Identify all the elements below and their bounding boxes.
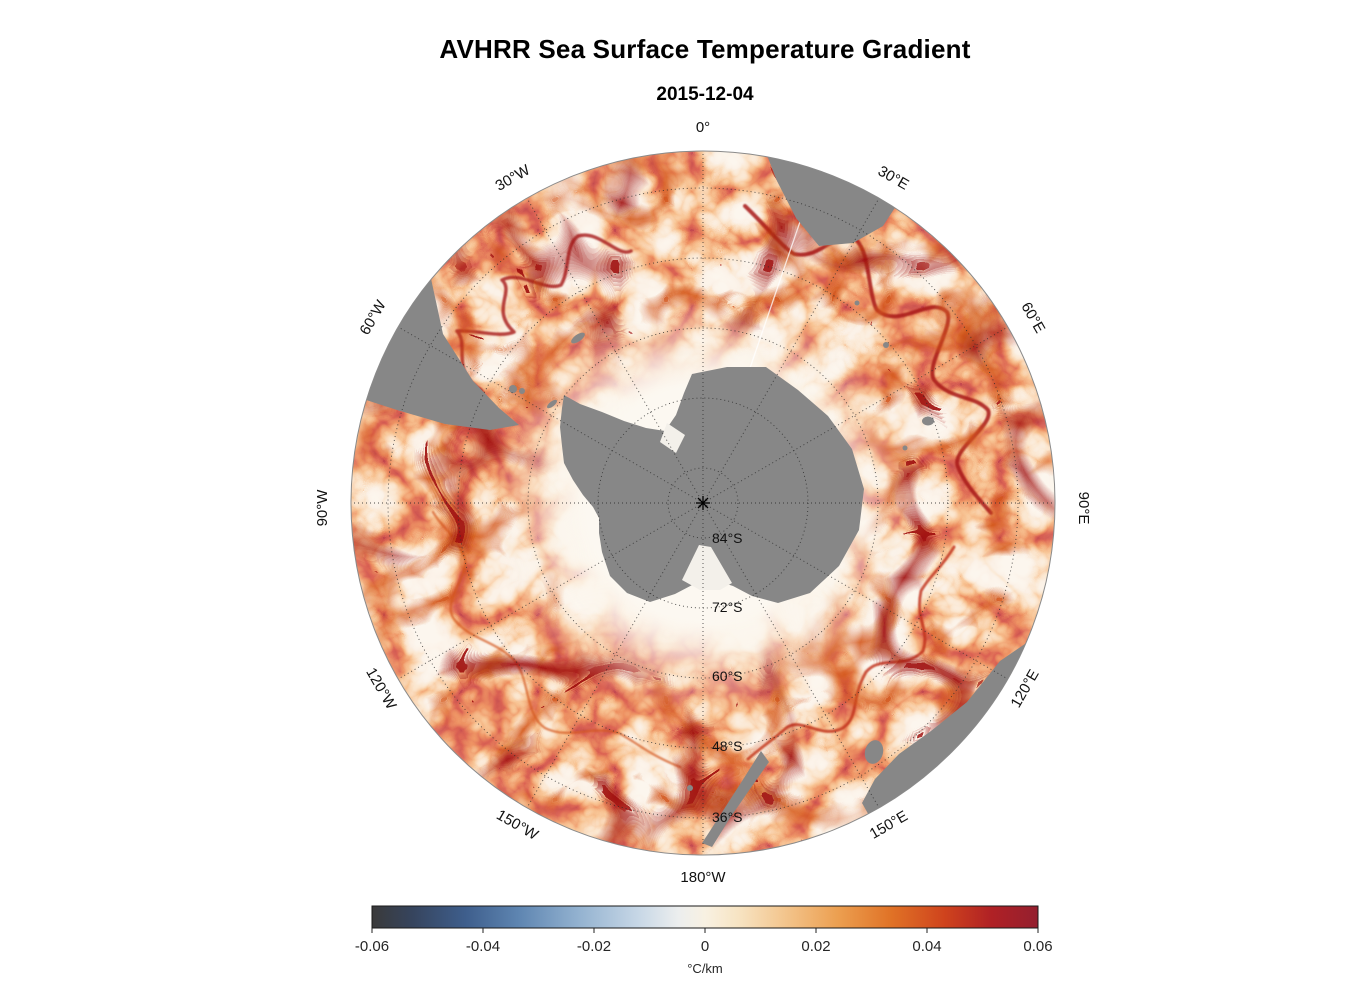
antarctica-landmass (560, 367, 864, 603)
new-zealand-landmass (702, 751, 769, 847)
meridian-label: 60°E (1017, 299, 1048, 336)
figure-title: AVHRR Sea Surface Temperature Gradient (439, 34, 971, 64)
figure-date: 2015-12-04 (656, 84, 754, 105)
polar-map: 84°S 72°S 60°S 48°S 36°S 0° 30°E 60°E 90… (314, 119, 1092, 886)
heard-island (902, 445, 908, 451)
pole-marker (696, 496, 710, 510)
meridian-label: 180°W (680, 869, 726, 886)
colorbar-tick-label: -0.06 (355, 938, 389, 955)
parallel-labels: 84°S 72°S 60°S 48°S 36°S (712, 530, 743, 825)
colorbar-tick-label: 0.02 (801, 938, 830, 955)
parallel-label: 60°S (712, 668, 743, 684)
south-shetland-islands (547, 399, 557, 409)
colorbar: -0.06 -0.04 -0.02 0 0.02 0.04 0.06 °C/km (355, 905, 1053, 976)
parallel-label: 36°S (712, 809, 743, 825)
colorbar-tick-labels: -0.06 -0.04 -0.02 0 0.02 0.04 0.06 (355, 938, 1053, 955)
meridian-label: 30°E (875, 163, 912, 194)
colorbar-tick-label: -0.02 (577, 938, 611, 955)
campbell-island (687, 785, 693, 791)
meridian-label: 90°W (314, 489, 331, 527)
colorbar-tick-label: 0.04 (912, 938, 941, 955)
tasmania-island (864, 740, 884, 764)
colorbar-ticks (371, 928, 1039, 933)
falkland-islands (509, 385, 517, 393)
ronne-ice-shelf (660, 423, 685, 453)
meridian-label: 60°W (357, 297, 391, 338)
colorbar-unit-label: °C/km (687, 961, 723, 976)
colorbar-tick-label: 0.06 (1023, 938, 1052, 955)
kerguelen-island (922, 416, 934, 426)
parallel-label: 84°S (712, 530, 743, 546)
meridian-label: 0° (696, 119, 710, 136)
south-georgia-island (571, 332, 585, 344)
colorbar-tick-label: 0 (701, 938, 709, 955)
meridian-label: 150°E (867, 807, 911, 842)
parallel-label: 72°S (712, 599, 743, 615)
ice-shelves (660, 423, 732, 590)
map-boundary (350, 150, 1056, 856)
colorbar-tick-label: -0.04 (466, 938, 500, 955)
colorbar-gradient (371, 905, 1039, 929)
graticule (351, 151, 1055, 855)
ross-ice-shelf (682, 545, 732, 590)
falkland-islands-east (519, 388, 525, 394)
meridian-label: 120°E (1007, 667, 1042, 711)
parallel-label: 48°S (712, 738, 743, 754)
meridian-label: 90°E (1075, 492, 1092, 525)
crozet-island (883, 342, 889, 348)
meridian-label: 30°W (493, 161, 534, 195)
prince-edward-island (854, 300, 860, 306)
